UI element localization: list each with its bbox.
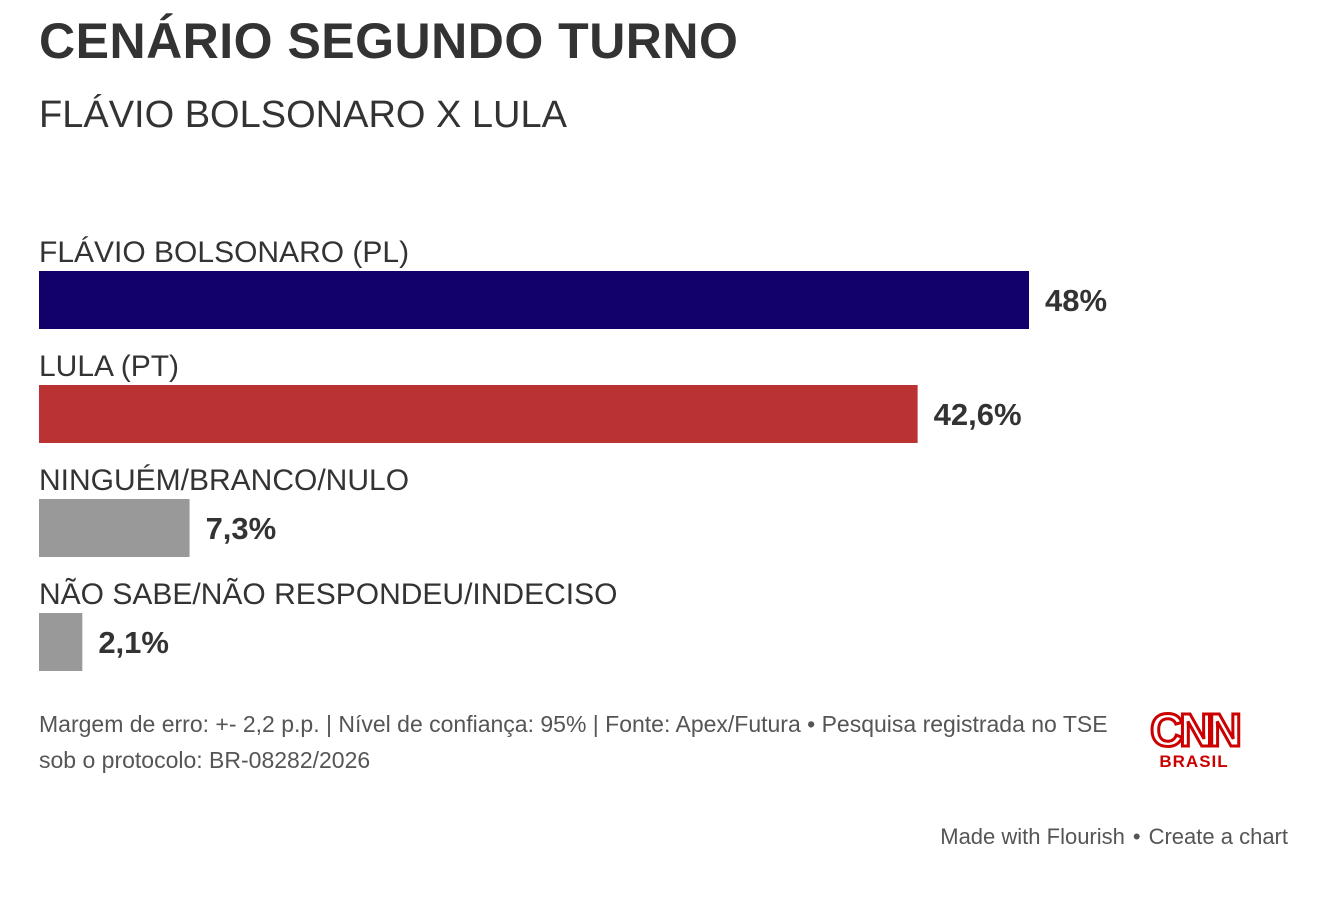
flourish-credit: Made with Flourish • Create a chart (940, 824, 1288, 850)
bar-chart: FLÁVIO BOLSONARO (PL) 48% LULA (PT) 42,6% NI… (39, 236, 1107, 671)
cnn-logo-text: CNN (1150, 704, 1239, 756)
bar[interactable] (39, 499, 190, 557)
bar[interactable] (39, 271, 1029, 329)
create-chart-link[interactable]: Create a chart (1148, 824, 1288, 849)
value-label: 42,6% (934, 397, 1022, 432)
value-label: 48% (1045, 283, 1107, 318)
category-label: LULA (PT) (39, 350, 179, 383)
cnn-logo-brasil: BRASIL (1159, 752, 1228, 770)
cnn-brasil-logo: CNN BRASIL (1149, 704, 1242, 770)
bar[interactable] (39, 613, 83, 671)
made-with-flourish-link[interactable]: Made with Flourish (940, 824, 1125, 849)
value-label: 2,1% (98, 625, 169, 660)
chart-title: CENÁRIO SEGUNDO TURNO (39, 13, 739, 69)
category-label: NÃO SABE/NÃO RESPONDEU/INDECISO (39, 577, 617, 611)
source-note: Margem de erro: +- 2,2 p.p. | Nível de c… (39, 711, 1108, 773)
value-label: 7,3% (206, 511, 277, 546)
chart-subtitle: FLÁVIO BOLSONARO X LULA (39, 94, 567, 136)
category-label: NINGUÉM/BRANCO/NULO (39, 464, 409, 497)
credit-separator: • (1132, 824, 1141, 849)
category-label: FLÁVIO BOLSONARO (PL) (39, 236, 409, 269)
bar[interactable] (39, 385, 918, 443)
